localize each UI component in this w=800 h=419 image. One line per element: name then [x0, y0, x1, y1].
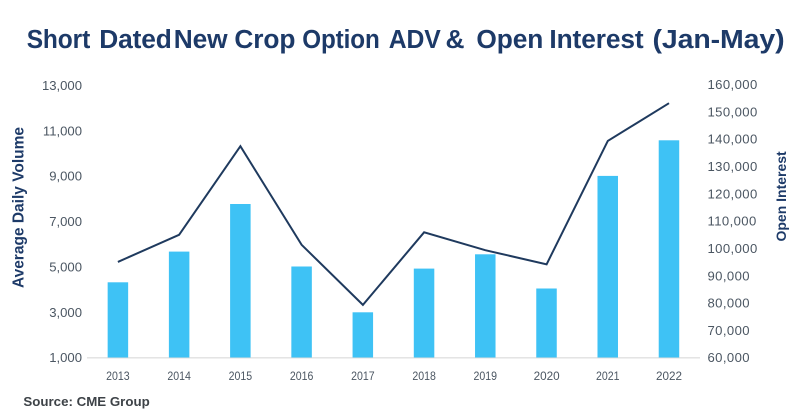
- svg-text:Average Daily Volume: Average Daily Volume: [11, 127, 28, 288]
- svg-text:3,000: 3,000: [49, 305, 82, 320]
- svg-text:5,000: 5,000: [49, 259, 82, 274]
- svg-text:1,000: 1,000: [49, 350, 82, 365]
- svg-text:13,000: 13,000: [42, 78, 82, 93]
- svg-text:2022: 2022: [656, 369, 682, 383]
- svg-text:Source: CME Group: Source: CME Group: [23, 394, 149, 409]
- svg-text:2016: 2016: [290, 369, 314, 383]
- svg-text:2019: 2019: [474, 369, 498, 383]
- svg-text:140,000: 140,000: [708, 132, 758, 147]
- svg-text:2015: 2015: [229, 369, 253, 383]
- svg-text:7,000: 7,000: [49, 214, 82, 229]
- svg-text:2020: 2020: [534, 369, 560, 383]
- svg-text:80,000: 80,000: [708, 296, 750, 311]
- svg-text:120,000: 120,000: [708, 186, 758, 201]
- svg-text:2013: 2013: [106, 369, 130, 383]
- svg-text:150,000: 150,000: [708, 104, 758, 119]
- svg-text:2018: 2018: [412, 369, 436, 383]
- svg-text:70,000: 70,000: [708, 323, 750, 338]
- svg-text:60,000: 60,000: [708, 350, 750, 365]
- svg-text:160,000: 160,000: [708, 77, 758, 92]
- svg-text:90,000: 90,000: [708, 268, 750, 283]
- svg-text:2017: 2017: [351, 369, 375, 383]
- svg-text:130,000: 130,000: [708, 159, 758, 174]
- svg-text:9,000: 9,000: [49, 169, 82, 184]
- svg-text:110,000: 110,000: [708, 214, 757, 229]
- svg-text:Open Interest: Open Interest: [773, 151, 789, 242]
- svg-text:2014: 2014: [167, 369, 191, 383]
- svg-text:100,000: 100,000: [708, 241, 758, 256]
- svg-text:2021: 2021: [596, 369, 620, 383]
- svg-text:11,000: 11,000: [43, 123, 82, 138]
